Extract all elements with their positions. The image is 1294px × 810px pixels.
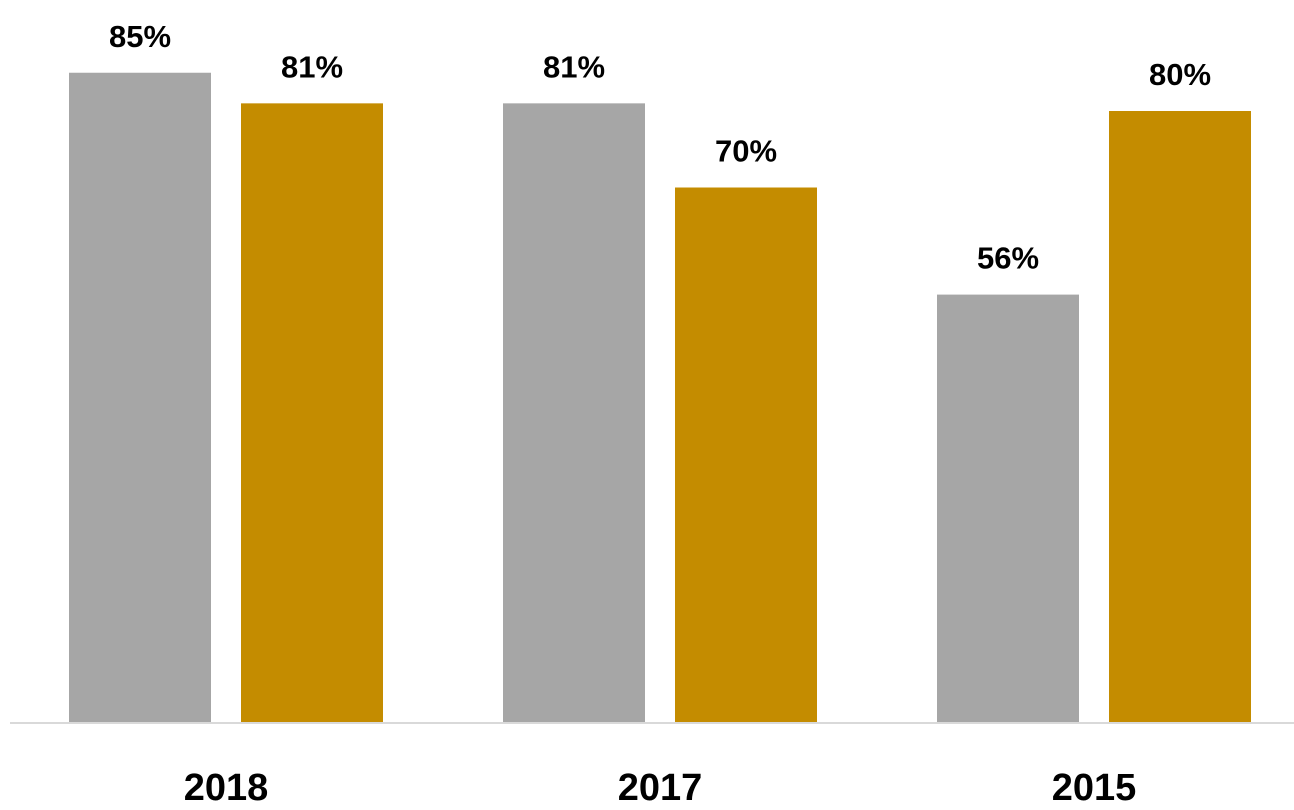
bar-2017-series-2 [675,187,817,723]
bar-2018-series-2 [241,103,383,724]
data-label-2015-series-2: 80% [1149,57,1211,92]
bar-2015-series-1 [937,294,1079,723]
category-labels-group: 2018 2017 2015 [184,767,1137,809]
bar-2018-series-1 [69,72,211,723]
data-label-2017-series-1: 81% [543,49,605,84]
category-label-2018: 2018 [184,767,269,809]
data-label-2015-series-1: 56% [977,241,1039,276]
bar-2015-series-2 [1109,111,1251,723]
category-label-2015: 2015 [1052,767,1137,809]
category-label-2017: 2017 [618,767,703,809]
data-label-2017-series-2: 70% [715,134,777,169]
bars-group [69,72,1251,724]
data-labels-group: 85% 81% 81% 70% 56% 80% [109,19,1211,276]
data-label-2018-series-1: 85% [109,19,171,54]
bar-2017-series-1 [503,103,645,724]
data-label-2018-series-2: 81% [281,49,343,84]
